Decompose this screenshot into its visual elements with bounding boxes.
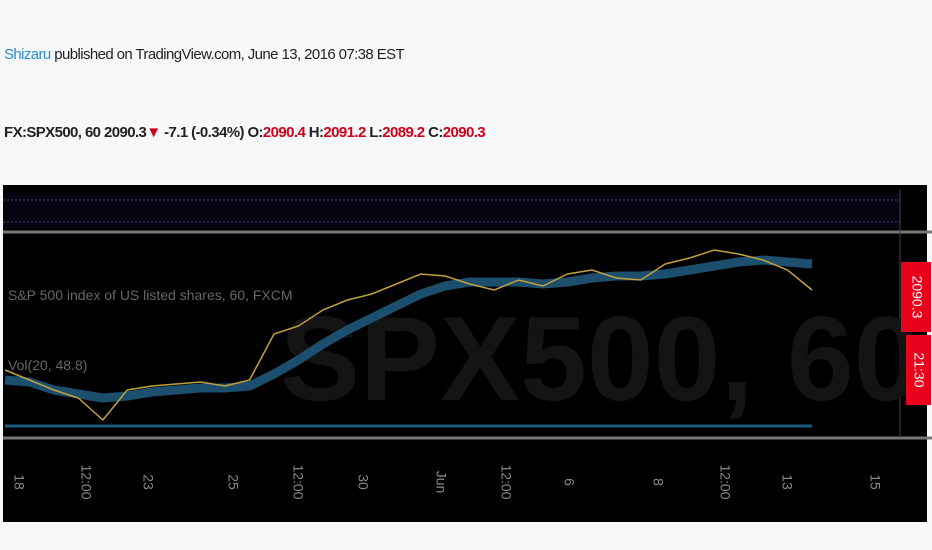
x-tick-label: 25	[225, 474, 241, 490]
moving-average	[4, 255, 813, 403]
x-tick-label: 23	[140, 474, 156, 490]
x-tick-label: 6	[561, 478, 577, 486]
l-label: L:	[369, 124, 383, 141]
legend: S&P 500 index of US listed shares, 60, F…	[8, 287, 293, 303]
published: published on TradingView.com, June 13, 2…	[54, 46, 405, 63]
price-line	[4, 249, 813, 422]
indicator-panel	[3, 193, 900, 229]
volume-label: Vol(20, 48.8)	[8, 357, 87, 373]
c-label: C:	[428, 124, 443, 141]
x-tick-label: 12:00	[717, 464, 733, 499]
author[interactable]: Shizaru	[4, 46, 51, 63]
down-arrow: ▼	[146, 124, 161, 141]
price-tag: 2090.3	[909, 276, 925, 319]
last: 2090.3	[104, 124, 147, 141]
x-tick-label: 12:00	[498, 464, 514, 499]
open: 2090.4	[262, 124, 306, 141]
o-label: O:	[247, 124, 263, 141]
x-tick-label: Jun	[433, 471, 449, 494]
time-tag-bg	[906, 335, 931, 405]
ticker-line: FX:SPX500, 60 2090.3▼ -7.1 (-0.34%) O:20…	[4, 124, 486, 141]
h-label: H:	[308, 124, 324, 141]
time-tag: 21:30	[911, 352, 927, 387]
high: 2091.2	[323, 124, 366, 141]
x-tick-label: 30	[355, 474, 371, 490]
x-tick-label: 12:00	[78, 464, 94, 499]
change: -7.1 (-0.34%)	[164, 124, 244, 141]
x-tick-label: 13	[779, 474, 795, 490]
x-tick-label: 8	[650, 478, 666, 486]
symbol: FX:SPX500, 60	[4, 124, 101, 141]
publish-line: Shizaru published on TradingView.com, Ju…	[4, 46, 405, 63]
low: 2089.2	[382, 124, 425, 141]
close: 2090.3	[442, 124, 486, 141]
x-tick-label: 12:00	[290, 464, 306, 499]
chart-bg	[3, 185, 927, 522]
price-tag-bg	[901, 262, 931, 332]
x-tick-label: 15	[867, 474, 883, 490]
x-tick-label: 18	[11, 474, 27, 490]
